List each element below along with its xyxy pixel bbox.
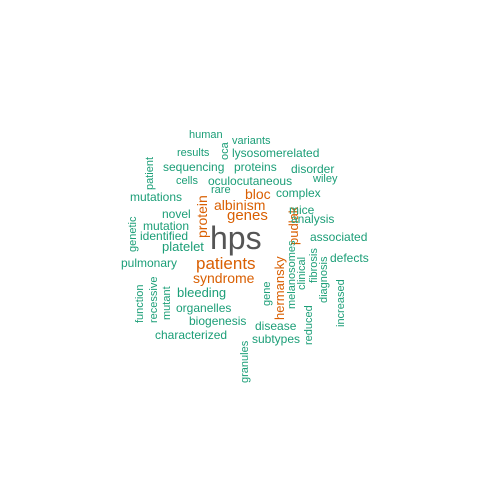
word-disease: disease: [255, 319, 297, 333]
word-results: results: [177, 147, 210, 159]
word-platelet: platelet: [162, 239, 204, 254]
word-cells: cells: [176, 175, 199, 187]
word-associated: associated: [310, 230, 368, 244]
word-granules: granules: [239, 340, 251, 383]
word-biogenesis: biogenesis: [189, 314, 247, 328]
word-subtypes: subtypes: [252, 332, 301, 346]
word-novel: novel: [162, 207, 191, 221]
word-patients: patients: [196, 254, 256, 273]
word-analysis: analysis: [291, 212, 335, 226]
word-bleeding: bleeding: [177, 285, 227, 300]
word-genetic: genetic: [127, 216, 139, 252]
word-characterized: characterized: [155, 328, 228, 342]
word-albinism: albinism: [214, 197, 266, 213]
word-variants: variants: [232, 135, 271, 147]
word-clinical: clinical: [296, 256, 308, 290]
word-protein: protein: [194, 195, 210, 238]
word-wiley: wiley: [313, 173, 338, 185]
word-hermansky: hermansky: [272, 256, 287, 320]
word-gene: gene: [261, 281, 273, 306]
word-hps: hps: [210, 220, 262, 256]
word-defects: defects: [330, 251, 369, 265]
word-patient: patient: [144, 156, 156, 190]
word-genes: genes: [227, 207, 268, 224]
word-disorder: disorder: [291, 162, 335, 176]
word-human: human: [189, 129, 223, 141]
word-identified: identified: [140, 229, 189, 243]
word-recessive: recessive: [148, 276, 160, 323]
word-syndrome: syndrome: [193, 270, 255, 286]
word-rare: rare: [211, 184, 231, 196]
word-mice: mice: [289, 203, 315, 217]
word-sequencing: sequencing: [163, 160, 225, 174]
word-pulmonary: pulmonary: [121, 256, 178, 270]
word-oca: oca: [219, 142, 231, 160]
word-mutation: mutation: [143, 219, 190, 233]
word-increased: increased: [335, 279, 347, 327]
word-proteins: proteins: [234, 160, 277, 174]
word-bloc: bloc: [245, 186, 271, 202]
word-complex: complex: [276, 186, 321, 200]
word-reduced: reduced: [303, 305, 315, 345]
word-organelles: organelles: [176, 301, 232, 315]
word-function: function: [134, 284, 146, 323]
word-mutations: mutations: [130, 190, 183, 204]
word-mutant: mutant: [161, 286, 173, 320]
word-diagnosis: diagnosis: [318, 256, 330, 303]
word-lysosomerelated: lysosomerelated: [232, 146, 320, 160]
word-oculocutaneous: oculocutaneous: [208, 174, 293, 188]
